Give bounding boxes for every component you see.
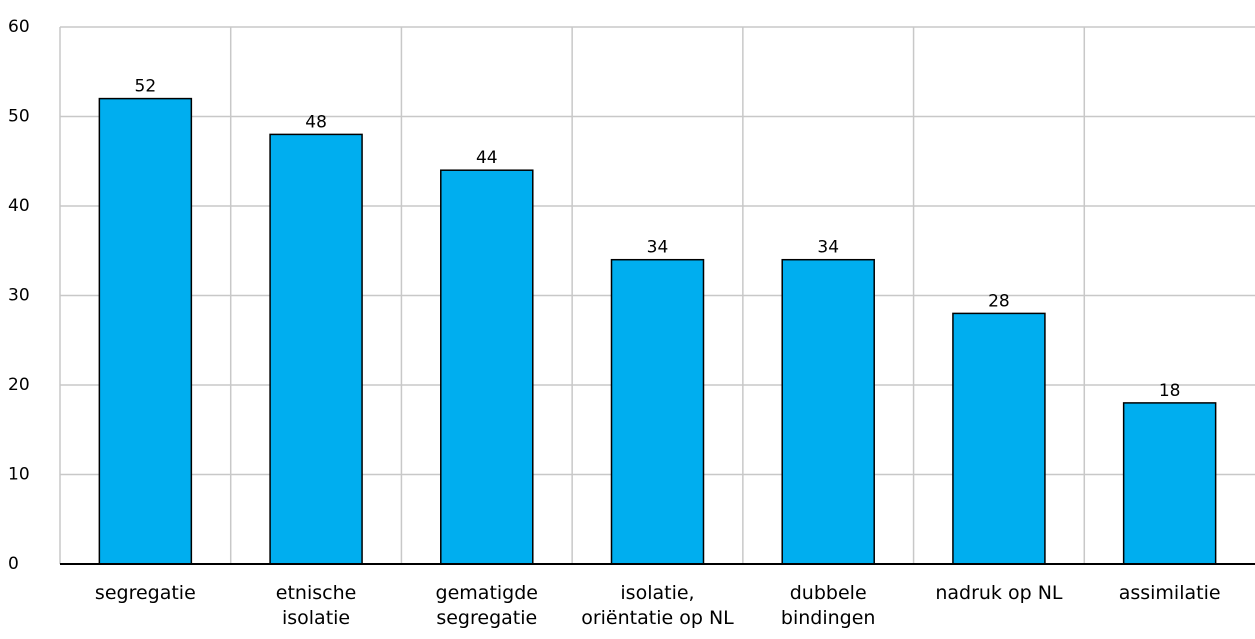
x-tick-label: assimilatie <box>1118 582 1221 604</box>
y-tick-label: 30 <box>8 286 30 306</box>
bar <box>610 258 705 565</box>
y-tick-label: 60 <box>8 17 30 37</box>
bar <box>269 133 363 565</box>
y-tick-label: 20 <box>8 375 30 395</box>
value-label: 48 <box>305 112 327 132</box>
y-tick-label: 40 <box>8 196 30 216</box>
y-tick-label: 10 <box>8 465 30 485</box>
x-tick-label: isolatie, oriëntatie op NL <box>581 582 734 629</box>
value-label: 34 <box>647 238 669 258</box>
value-label: 52 <box>135 77 157 97</box>
bar <box>1122 402 1217 565</box>
x-tick-label: etnische isolatie <box>275 582 357 629</box>
x-tick-label: dubbele bindingen <box>780 582 876 629</box>
value-label: 34 <box>817 238 839 258</box>
value-label: 18 <box>1159 381 1181 401</box>
y-tick-label: 50 <box>8 107 30 127</box>
bar <box>98 97 193 565</box>
value-label: 44 <box>476 148 498 168</box>
x-tick-label: gematigde segregatie <box>435 582 538 629</box>
bar <box>440 169 534 565</box>
x-tick-label: segregatie <box>94 582 196 604</box>
value-label: 28 <box>988 291 1010 311</box>
x-tick-label: nadruk op NL <box>935 582 1063 604</box>
bar <box>952 312 1046 565</box>
bar <box>781 258 875 565</box>
y-tick-label: 0 <box>8 554 19 574</box>
